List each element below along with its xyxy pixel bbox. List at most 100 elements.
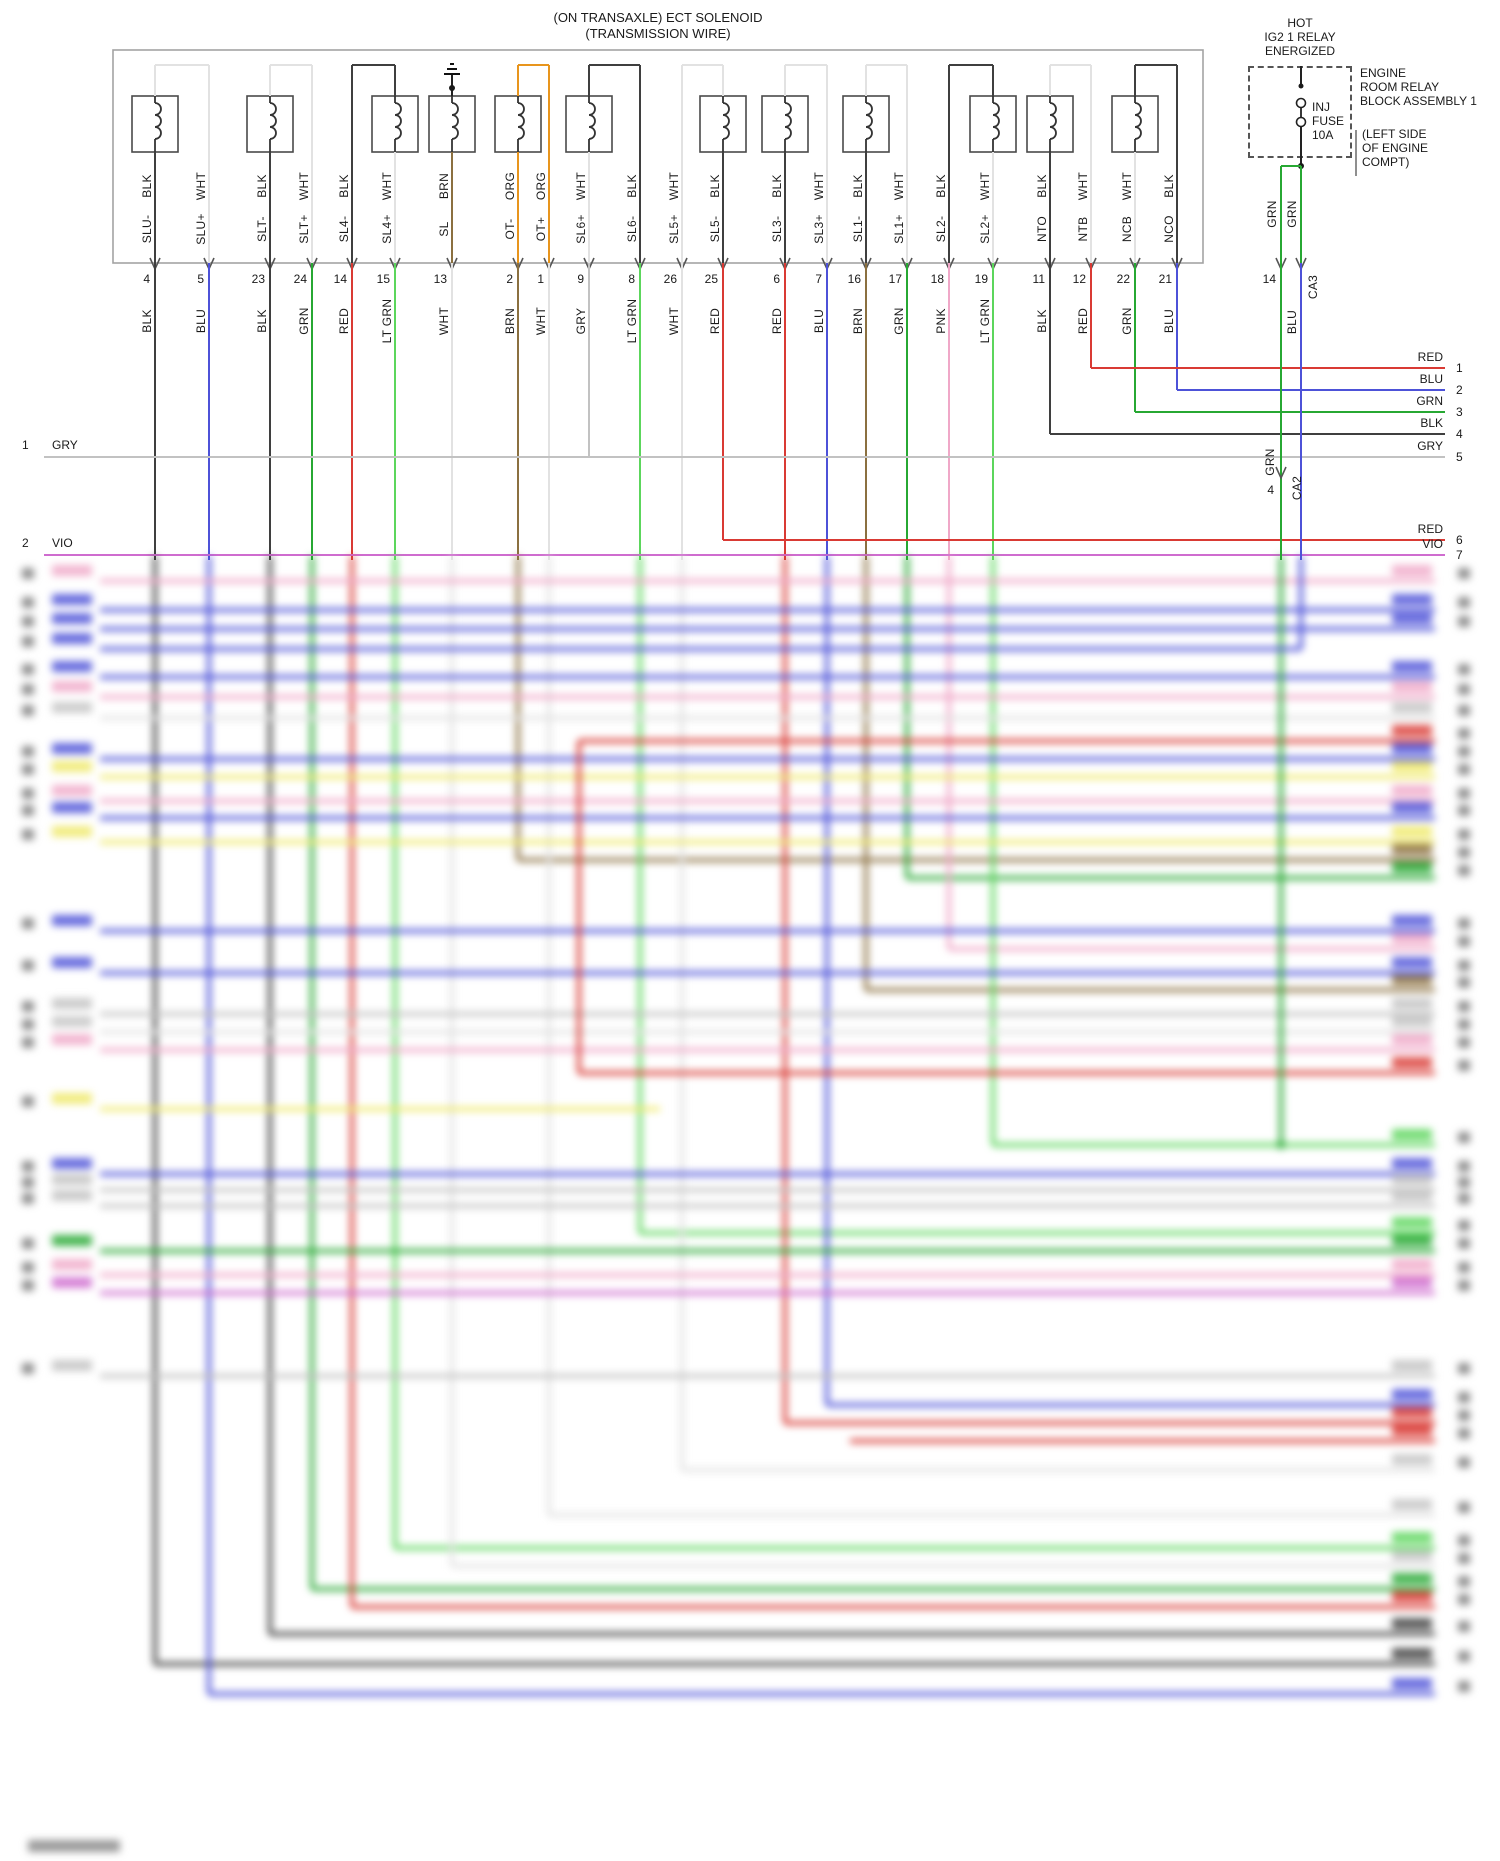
blurred-number-stub <box>22 568 34 579</box>
diagram-title: (ON TRANSAXLE) ECT SOLENOID (TRANSMISSIO… <box>553 10 762 42</box>
blurred-number-stub <box>1458 918 1470 929</box>
blurred-label-stub <box>1392 1499 1432 1510</box>
wire-color-label: VIO <box>1422 537 1443 551</box>
wire-color-label: BLK <box>255 309 269 333</box>
blurred-number-stub <box>1458 960 1470 971</box>
wire-color-label: WHT <box>437 306 451 336</box>
wire-signal-label: SL5+ <box>667 214 681 244</box>
wire-signal-label: SL <box>437 221 451 237</box>
wire-color-label: WHT <box>978 171 992 201</box>
wire-color-label: RED <box>1417 522 1443 536</box>
wire-color-label: GRN <box>1416 394 1443 408</box>
wire-color-label: WHT <box>1120 171 1134 201</box>
wire-color-label: WHT <box>667 306 681 336</box>
blurred-label-stub <box>52 681 92 692</box>
blurred-label-stub <box>1392 1591 1432 1602</box>
wire-color-label: BLK <box>851 174 865 198</box>
blurred-number-stub <box>1458 805 1470 816</box>
blurred-number-stub <box>1458 1428 1470 1439</box>
wire-signal-label: SLT+ <box>297 214 311 244</box>
pin-number: 14 <box>1262 272 1276 286</box>
wire-signal-label: SL5- <box>708 215 722 243</box>
coil-symbol-icon <box>865 102 873 140</box>
wire-color-label: LT GRN <box>380 298 394 344</box>
blurred-label-stub <box>52 1174 92 1185</box>
fuse-top-dot <box>1298 83 1304 89</box>
blurred-number-stub <box>1458 616 1470 627</box>
wire-signal-label: NTO <box>1035 215 1049 243</box>
blurred-label-stub <box>1392 915 1432 926</box>
blurred-number-stub <box>1458 1502 1470 1513</box>
fuse-terminal-icon <box>1295 116 1307 128</box>
wire-signal-label: SL6+ <box>574 214 588 244</box>
blurred-number-stub <box>22 1177 34 1188</box>
pin-number: 19 <box>974 272 988 286</box>
wire-color-label: WHT <box>1076 171 1090 201</box>
wire-color-label: BLU <box>194 308 208 334</box>
blurred-label-stub <box>52 565 92 576</box>
blurred-label-stub <box>1392 1259 1432 1270</box>
relay-block-label-line2: ROOM RELAY <box>1360 80 1440 94</box>
blurred-number-stub <box>1458 764 1470 775</box>
blurred-number-stub <box>1458 829 1470 840</box>
blurred-number-stub <box>1458 1019 1470 1030</box>
ground-junction-dot <box>449 85 455 91</box>
wire-color-label: WHT <box>812 171 826 201</box>
blurred-number-stub <box>1458 1392 1470 1403</box>
blurred-label-stub <box>1392 1618 1432 1629</box>
wire-signal-label: SLU+ <box>194 213 208 245</box>
blurred-watermark <box>28 1840 120 1852</box>
hot-label-line3: ENERGIZED <box>1264 44 1335 58</box>
blurred-number-stub <box>22 636 34 647</box>
blurred-label-stub <box>52 594 92 605</box>
wire-color-label: RED <box>770 307 784 335</box>
blurred-number-stub <box>22 1001 34 1012</box>
circuit-number: 7 <box>1456 548 1463 562</box>
blurred-number-stub <box>22 684 34 695</box>
blurred-number-stub <box>1458 1220 1470 1231</box>
wire-color-label: RED <box>1076 307 1090 335</box>
blurred-number-stub <box>1458 1363 1470 1374</box>
blurred-label-stub <box>52 613 92 624</box>
pin-number: 22 <box>1116 272 1130 286</box>
blurred-number-stub <box>22 597 34 608</box>
blurred-label-stub <box>52 1277 92 1288</box>
blurred-number-stub <box>22 1037 34 1048</box>
wire-signal-label: SL6- <box>625 215 639 243</box>
circuit-number: 1 <box>22 438 29 452</box>
blurred-label-stub <box>1392 998 1432 1009</box>
connector-label: CA3 <box>1306 274 1320 300</box>
wire-color-label: BLK <box>625 174 639 198</box>
blurred-number-stub <box>1458 865 1470 876</box>
blurred-label-stub <box>1392 702 1432 713</box>
blurred-number-stub <box>1458 1410 1470 1421</box>
relay-block-label-line1: ENGINE <box>1360 66 1407 80</box>
blurred-number-stub <box>1458 1037 1470 1048</box>
pin-number: 11 <box>1032 272 1045 286</box>
blurred-label-stub <box>1392 565 1432 576</box>
pin-number: 18 <box>930 272 944 286</box>
wire-signal-label: NTB <box>1076 216 1090 242</box>
pin-number: 1 <box>537 272 544 286</box>
blurred-label-stub <box>1392 1425 1432 1436</box>
blurred-label-stub <box>1392 1389 1432 1400</box>
blurred-number-stub <box>1458 936 1470 947</box>
wire-color-label: WHT <box>574 171 588 201</box>
blurred-label-stub <box>52 633 92 644</box>
wire-signal-label: SL4+ <box>380 214 394 244</box>
blurred-label-stub <box>1392 1217 1432 1228</box>
diagram-wires-layer <box>44 49 1445 560</box>
wire-color-label: LT GRN <box>625 298 639 344</box>
blurred-label-stub <box>1392 1277 1432 1288</box>
pin-number: 7 <box>815 272 822 286</box>
coil-symbol-icon <box>1049 102 1057 140</box>
blurred-number-stub <box>1458 1177 1470 1188</box>
blurred-label-stub <box>52 661 92 672</box>
coil-symbol-icon <box>1134 102 1142 140</box>
blurred-number-stub <box>1458 1238 1470 1249</box>
wire-color-label: BRN <box>503 307 517 335</box>
wire-color-label: GRY <box>1417 439 1443 453</box>
wire-signal-label: OT- <box>503 218 517 240</box>
blurred-number-stub <box>1458 664 1470 675</box>
